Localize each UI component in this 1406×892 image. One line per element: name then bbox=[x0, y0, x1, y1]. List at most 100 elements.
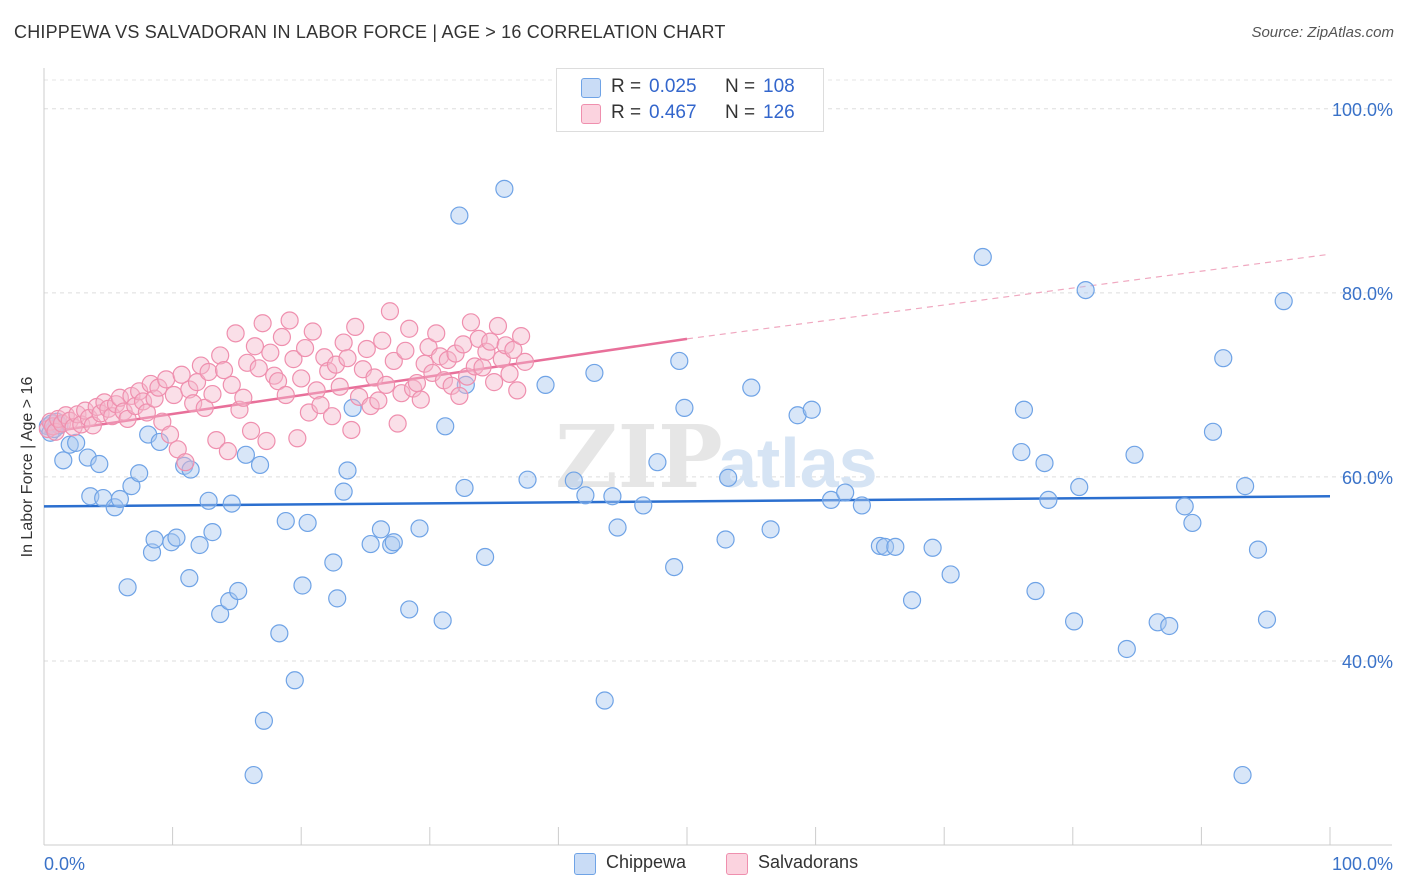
chippewa-point bbox=[455, 478, 474, 498]
chippewa-point bbox=[564, 471, 583, 490]
salvadoran-point bbox=[176, 453, 195, 472]
chippewa-point bbox=[67, 433, 86, 452]
chippewa-point bbox=[870, 536, 890, 556]
chippewa-point bbox=[130, 464, 149, 483]
chippewa-point bbox=[433, 611, 452, 630]
chippewa-point bbox=[145, 530, 164, 549]
salvadoran-point bbox=[454, 335, 473, 354]
salvadoran-point bbox=[103, 407, 122, 426]
chippewa-point bbox=[719, 468, 738, 487]
chippewa-point bbox=[923, 538, 942, 557]
salvadoran-point bbox=[477, 342, 496, 361]
salvadoran-point bbox=[407, 373, 427, 393]
salvadoran-points bbox=[38, 302, 535, 472]
chippewa-point bbox=[836, 483, 855, 502]
chippewa-point bbox=[608, 518, 627, 537]
chippewa-point bbox=[1233, 765, 1252, 785]
salvadoran-point bbox=[203, 384, 222, 404]
chippewa-point bbox=[54, 451, 73, 470]
chippewa-point bbox=[118, 578, 137, 597]
chippewa-point bbox=[1274, 292, 1293, 311]
chippewa-point bbox=[1014, 400, 1034, 419]
chippewa-point bbox=[1026, 581, 1045, 601]
legend-r-value: 0.467 bbox=[649, 102, 697, 123]
chippewa-point bbox=[1117, 639, 1136, 659]
chippewa-point bbox=[293, 576, 312, 595]
salvadoran-trend-line bbox=[43, 337, 688, 434]
chippewa-point bbox=[410, 519, 429, 538]
salvadoran-point bbox=[446, 344, 465, 363]
bottom-legend-label-salvadorans: Salvadorans bbox=[758, 852, 859, 872]
salvadoran-point bbox=[508, 381, 527, 400]
salvadoran-point bbox=[400, 319, 419, 338]
chippewa-point bbox=[536, 375, 555, 394]
chippewa-point bbox=[285, 671, 304, 690]
salvadoran-point bbox=[330, 377, 349, 396]
salvadoran-point bbox=[376, 375, 396, 394]
salvadoran-point bbox=[392, 384, 411, 403]
bottom-legend-swatch-salvadorans bbox=[726, 853, 748, 875]
chippewa-point bbox=[1236, 477, 1255, 496]
y-tick-label: 80.0% bbox=[1342, 284, 1393, 304]
salvadoran-point bbox=[311, 396, 330, 415]
chippewa-point bbox=[1125, 445, 1144, 464]
salvadoran-point bbox=[164, 385, 183, 405]
chart-title: CHIPPEWA VS SALVADORAN IN LABOR FORCE | … bbox=[14, 22, 726, 42]
chippewa-point bbox=[1160, 616, 1179, 636]
salvadoran-point bbox=[280, 311, 299, 330]
legend-r-label: R = bbox=[611, 76, 642, 97]
salvadoran-point bbox=[481, 332, 500, 351]
salvadoran-point bbox=[157, 370, 176, 389]
salvadoran-point bbox=[427, 324, 446, 343]
chippewa-point bbox=[220, 592, 239, 611]
salvadoran-point bbox=[388, 414, 407, 433]
bottom-legend-swatch-chippewa bbox=[574, 853, 596, 875]
chippewa-point bbox=[518, 470, 537, 489]
salvadoran-point bbox=[261, 343, 280, 362]
salvadoran-point bbox=[222, 375, 241, 394]
legend-swatch-salvadorans bbox=[581, 104, 601, 124]
salvadoran-point bbox=[465, 357, 484, 376]
trend-lines bbox=[43, 253, 1331, 508]
salvadoran-point bbox=[238, 353, 257, 372]
salvadoran-point bbox=[160, 425, 180, 444]
chippewa-point bbox=[328, 589, 347, 608]
chippewa-point bbox=[343, 398, 362, 417]
salvadoran-point bbox=[253, 314, 272, 333]
salvadoran-point bbox=[234, 388, 253, 407]
salvadoran-point bbox=[199, 362, 218, 382]
chippewa-point bbox=[1257, 610, 1277, 629]
chippewa-point bbox=[250, 455, 270, 475]
chippewa-point bbox=[585, 363, 604, 383]
chippewa-point bbox=[400, 600, 419, 619]
chippewa-point bbox=[298, 513, 317, 533]
salvadoran-point bbox=[230, 400, 249, 419]
chippewa-point bbox=[150, 432, 169, 452]
chippewa-point bbox=[236, 445, 256, 464]
bottom-legend-label-chippewa: Chippewa bbox=[606, 852, 687, 872]
chippewa-point bbox=[495, 179, 514, 198]
chippewa-point bbox=[886, 537, 905, 556]
chippewa-point bbox=[761, 520, 780, 539]
salvadoran-point bbox=[245, 337, 265, 356]
salvadoran-point bbox=[268, 372, 288, 391]
salvadoran-point bbox=[307, 381, 326, 400]
chippewa-point bbox=[875, 537, 895, 556]
salvadoran-point bbox=[226, 324, 245, 343]
y-tick-label: 60.0% bbox=[1342, 468, 1393, 488]
salvadoran-point bbox=[512, 327, 531, 346]
salvadoran-point bbox=[272, 327, 292, 347]
chippewa-point bbox=[634, 496, 653, 515]
chippewa-trend-line bbox=[43, 494, 1331, 508]
chippewa-point bbox=[199, 491, 218, 510]
chippewa-point bbox=[203, 523, 222, 542]
chippewa-point bbox=[941, 565, 960, 584]
chippewa-point bbox=[576, 486, 595, 505]
correlation-legend: R = 0.025 N = 108 R = 0.467 N = 126 bbox=[556, 68, 824, 132]
chippewa-point bbox=[852, 496, 871, 515]
salvadoran-point bbox=[257, 431, 276, 451]
chippewa-point bbox=[675, 398, 694, 417]
chippewa-point bbox=[1039, 490, 1058, 510]
salvadoran-point bbox=[515, 352, 535, 371]
